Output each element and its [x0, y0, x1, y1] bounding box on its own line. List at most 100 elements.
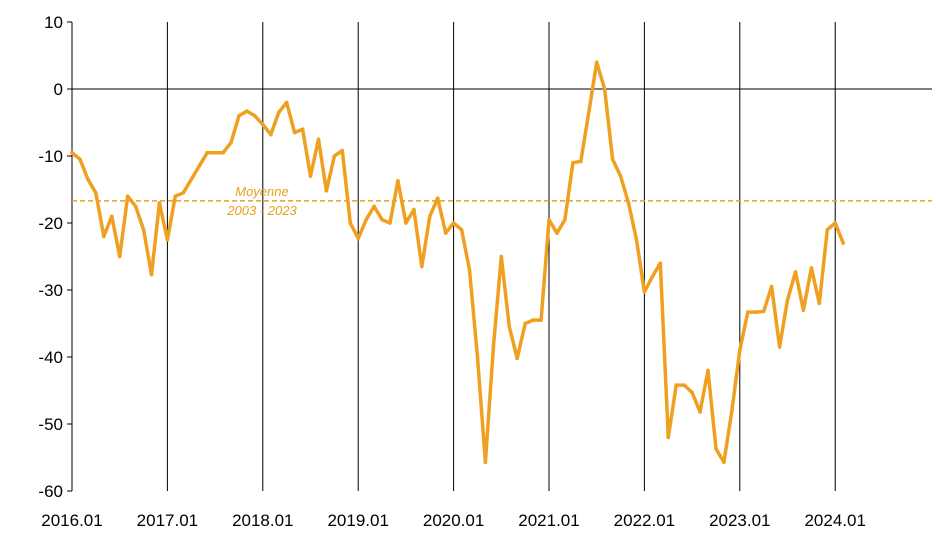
data-point: [94, 191, 98, 195]
y-tick-label: 0: [54, 80, 63, 99]
data-point: [332, 154, 337, 158]
data-point: [443, 231, 448, 235]
data-point: [801, 308, 806, 312]
data-point: [753, 310, 758, 314]
data-point: [102, 234, 106, 239]
data-point: [547, 217, 551, 222]
data-point: [690, 390, 694, 395]
data-point: [722, 460, 726, 465]
x-tick-label: 2019.01: [327, 511, 388, 530]
data-point: [78, 157, 82, 162]
data-point: [539, 318, 543, 322]
data-point: [674, 383, 678, 387]
data-point: [817, 301, 822, 306]
data-point: [809, 266, 814, 270]
data-point: [372, 204, 376, 209]
data-point: [515, 356, 519, 361]
data-point: [650, 274, 655, 279]
data-point: [125, 194, 130, 198]
data-point: [221, 150, 225, 155]
data-point: [181, 191, 186, 195]
data-point: [245, 109, 249, 113]
data-point: [253, 114, 257, 118]
y-tick-label: -40: [38, 348, 63, 367]
data-point: [324, 189, 329, 193]
data-point: [157, 201, 162, 205]
data-point: [300, 127, 305, 131]
data-point: [642, 290, 647, 294]
data-point: [634, 238, 639, 242]
x-tick-label: 2024.01: [804, 511, 865, 530]
data-point: [165, 238, 170, 242]
data-point: [205, 150, 209, 155]
data-point: [626, 201, 631, 205]
data-point: [70, 150, 74, 155]
data-point: [769, 284, 774, 289]
data-point: [412, 207, 416, 212]
data-point: [761, 309, 766, 314]
data-point: [587, 110, 591, 115]
data-point: [141, 227, 146, 232]
data-point: [746, 310, 750, 314]
data-point: [507, 325, 512, 329]
data-point: [666, 435, 671, 440]
data-point: [133, 204, 138, 209]
data-point: [682, 383, 686, 387]
y-tick-label: 10: [44, 13, 63, 32]
x-tick-label: 2023.01: [709, 511, 770, 530]
data-point: [706, 368, 710, 373]
data-point: [825, 227, 830, 232]
series-points: [70, 60, 845, 465]
data-point: [483, 460, 488, 465]
data-point: [229, 140, 233, 145]
data-point: [213, 150, 217, 155]
data-point: [340, 148, 345, 153]
data-point: [173, 194, 178, 198]
data-point: [292, 130, 297, 135]
x-tick-label: 2016.01: [41, 511, 102, 530]
x-tick-label: 2022.01: [614, 511, 675, 530]
data-point: [475, 355, 480, 359]
data-point: [618, 174, 623, 178]
y-tick-label: -30: [38, 281, 63, 300]
data-point: [459, 227, 464, 232]
x-tick-label: 2017.01: [137, 511, 198, 530]
data-point: [833, 221, 837, 225]
data-point: [189, 177, 194, 182]
y-tick-label: -50: [38, 415, 63, 434]
data-point: [269, 132, 273, 137]
x-tick-label: 2021.01: [518, 511, 579, 530]
data-point: [491, 345, 496, 349]
data-point: [356, 236, 361, 241]
y-tick-label: -60: [38, 482, 63, 501]
x-tick-label: 2018.01: [232, 511, 293, 530]
vertical-gridlines: [166, 22, 836, 491]
data-point: [602, 87, 607, 91]
data-point: [364, 217, 369, 222]
x-axis-ticks: 2016.01 2017.01 2018.01 2019.01 2020.01 2021.…: [41, 511, 866, 530]
x-tick-label: 2020.01: [423, 511, 484, 530]
data-point: [117, 254, 122, 259]
data-point: [276, 110, 281, 115]
data-point: [435, 196, 440, 200]
data-point: [555, 231, 559, 235]
data-point: [451, 221, 456, 225]
data-point: [658, 261, 663, 266]
data-point: [738, 348, 742, 353]
series-line: [70, 60, 845, 464]
y-axis-ticks: 10 0 -10 -20 -30 -40 -50 -60: [38, 13, 72, 501]
data-point: [571, 160, 575, 165]
data-point: [467, 268, 472, 272]
data-point: [785, 298, 790, 302]
data-point: [308, 174, 313, 178]
data-point: [149, 272, 154, 277]
data-point: [841, 241, 845, 245]
average-label-line1: Moyenne: [235, 184, 288, 199]
data-point: [237, 114, 241, 118]
data-point: [404, 221, 408, 225]
data-point: [594, 60, 599, 64]
data-point: [110, 214, 114, 219]
data-point: [428, 214, 432, 219]
data-point: [523, 321, 527, 326]
